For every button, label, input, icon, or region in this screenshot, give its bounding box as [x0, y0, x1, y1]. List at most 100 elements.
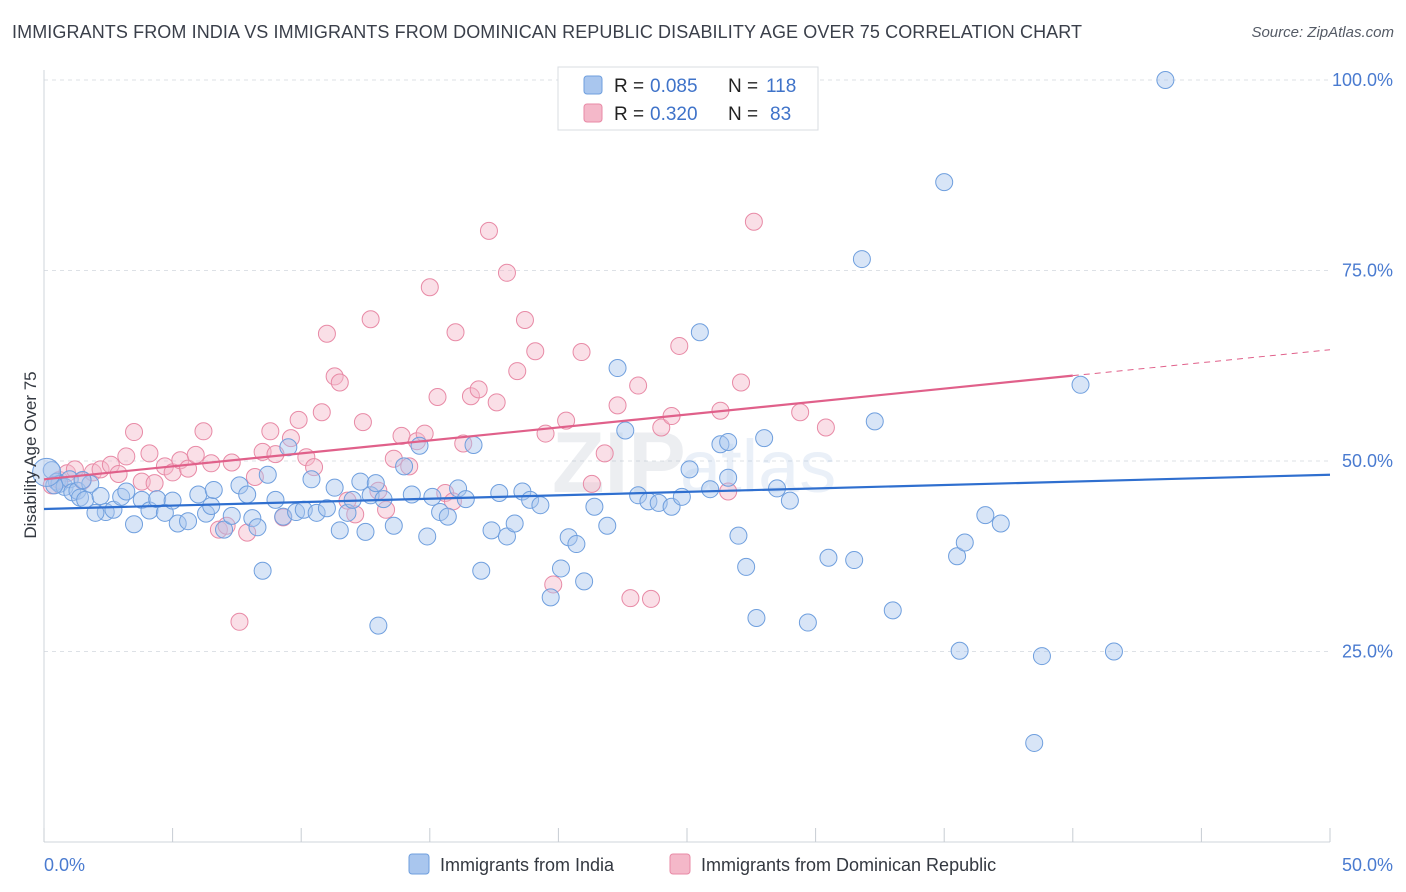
point-dominican [346, 505, 365, 524]
legend-n-value-dominican: 83 [770, 104, 791, 125]
point-india [418, 527, 437, 546]
point-dominican [487, 393, 506, 412]
legend-r-label-dominican: R = [614, 104, 644, 125]
point-india [680, 460, 699, 479]
point-india [91, 487, 110, 506]
legend-swatch-india [583, 75, 603, 95]
bottom-legend-label-india: Immigrants from India [440, 855, 615, 875]
grid-lines [44, 79, 1330, 652]
x-tick-label: 50.0% [1342, 855, 1393, 875]
point-dominican [515, 311, 534, 330]
point-india [935, 173, 954, 192]
point-india [845, 551, 864, 570]
point-india [395, 457, 414, 476]
point-india [1071, 375, 1090, 394]
dominican-points [42, 212, 835, 631]
x-tick-labels: 0.0% 50.0% [44, 855, 1393, 875]
bottom-legend-swatch-dominican [669, 853, 691, 875]
y-tick-label: 75.0% [1342, 261, 1393, 281]
point-dominican [479, 221, 498, 240]
point-dominican [384, 449, 403, 468]
chart-title: IMMIGRANTS FROM INDIA VS IMMIGRANTS FROM… [12, 22, 1083, 42]
point-india [798, 613, 817, 632]
point-dominican [557, 411, 576, 430]
point-india [976, 506, 995, 525]
point-india [366, 474, 385, 493]
point-india [1156, 71, 1175, 89]
point-india [243, 509, 262, 528]
point-india [204, 480, 223, 499]
trend-lines [43, 349, 1331, 511]
point-dominican [670, 336, 689, 355]
point-india [541, 588, 560, 607]
y-axis-label: Disability Age Over 75 [21, 371, 40, 538]
point-india [780, 491, 799, 510]
point-india [505, 514, 524, 533]
legend-n-value-india: 118 [766, 76, 796, 97]
point-dominican [125, 423, 144, 442]
point-dominican [582, 474, 601, 493]
point-india [1025, 733, 1044, 752]
y-tick-label: 50.0% [1342, 451, 1393, 471]
point-india [230, 476, 249, 495]
point-india [456, 490, 475, 509]
legend-n-label-dominican: N = [728, 104, 758, 125]
trend-line-dominican [43, 374, 1073, 481]
point-dominican [289, 410, 308, 429]
bottom-legend-label-dominican: Immigrants from Dominican Republic [701, 855, 996, 875]
point-dominican [572, 343, 591, 362]
point-india [948, 547, 967, 566]
point-india [729, 526, 748, 545]
y-tick-label: 25.0% [1342, 642, 1393, 662]
point-india [559, 528, 578, 547]
point-india [253, 561, 272, 580]
point-india [266, 490, 285, 509]
point-india [222, 506, 241, 525]
point-dominican [132, 472, 151, 491]
point-india [317, 499, 336, 518]
point-india [585, 497, 604, 516]
point-india [258, 465, 277, 484]
trend-line-india [43, 473, 1331, 511]
legend-n-label-india: N = [728, 76, 758, 97]
point-dominican [732, 373, 751, 392]
point-india [531, 496, 550, 515]
point-india [307, 503, 326, 522]
point-dominican [508, 362, 527, 381]
point-dominican [461, 387, 480, 406]
point-india [472, 561, 491, 580]
point-dominican [325, 367, 344, 386]
point-india [955, 533, 974, 552]
point-india [747, 608, 766, 627]
point-india [402, 485, 421, 504]
point-dominican [261, 422, 280, 441]
watermark-atlas: atlas [680, 425, 836, 508]
point-dominican [109, 464, 128, 483]
point-dominican [117, 447, 136, 466]
point-india [737, 557, 756, 576]
bottom-legend-swatch-india [408, 853, 430, 875]
point-india [148, 490, 167, 509]
point-india [330, 521, 349, 540]
point-india [464, 435, 483, 454]
point-dominican [652, 418, 671, 437]
point-india [112, 487, 131, 506]
point-india [482, 521, 501, 540]
point-india [423, 487, 442, 506]
point-india [1032, 647, 1051, 666]
point-dominican [595, 444, 614, 463]
legend: R = 0.085 N = 118 R = 0.320 N = 83 [557, 66, 819, 131]
point-india [351, 472, 370, 491]
point-india [991, 514, 1010, 533]
point-india [616, 421, 635, 440]
point-india [215, 520, 234, 539]
point-dominican [446, 323, 465, 342]
point-dominican [377, 500, 396, 519]
point-india [852, 250, 871, 269]
point-india [598, 516, 617, 535]
point-dominican [317, 324, 336, 343]
point-india [950, 641, 969, 660]
point-india [356, 522, 375, 541]
point-dominican [629, 376, 648, 395]
